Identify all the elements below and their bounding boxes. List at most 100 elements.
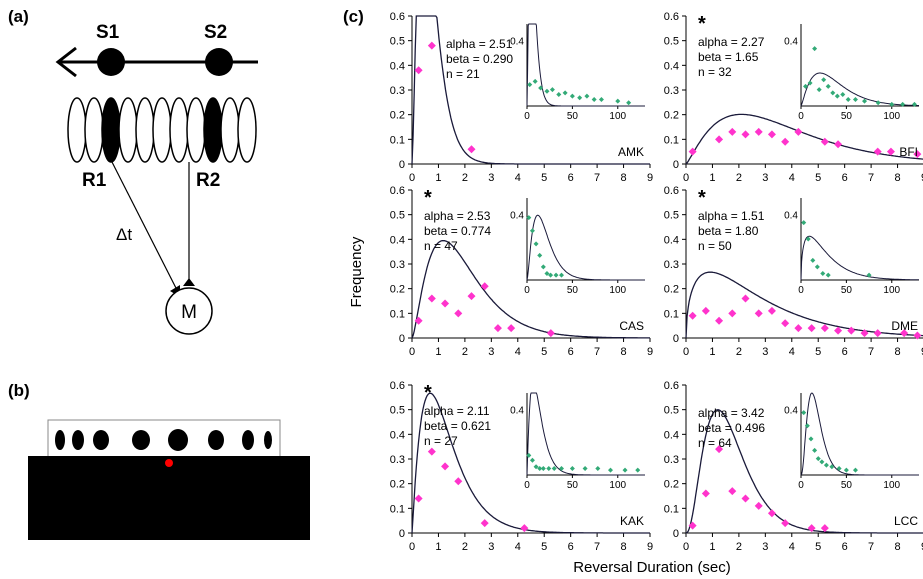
inset-data-point	[540, 264, 546, 270]
x-tick-label: 3	[762, 346, 768, 358]
x-tick-label: 3	[488, 541, 494, 553]
inset-x-tick-label: 100	[609, 285, 626, 296]
inset-data-point	[825, 272, 831, 278]
x-tick-label: 9	[921, 172, 923, 184]
x-tick-label: 0	[409, 541, 415, 553]
data-point	[834, 326, 843, 335]
inset-data-point	[529, 228, 535, 234]
x-tick-label: 5	[541, 172, 547, 184]
motor-circle	[165, 287, 213, 335]
inset-data-point	[911, 101, 917, 107]
inset-x-tick-label: 0	[524, 285, 530, 296]
data-point	[754, 309, 763, 318]
receptor-1-active	[101, 97, 121, 163]
inset-data-point	[553, 272, 559, 278]
data-point	[741, 130, 750, 139]
x-tick-label: 7	[594, 541, 600, 553]
x-tick-label: 0	[409, 346, 415, 358]
data-point	[767, 130, 776, 139]
data-point	[741, 294, 750, 303]
inset-x-tick-label: 50	[841, 285, 853, 296]
subplot-amk: 0 0.1 0.2 0.3 0.4 0.5 0.6 0 1 2 3 4 5 6 7 8 9 alpha = 2.5…	[390, 11, 653, 184]
data-point	[913, 331, 922, 340]
inset-data-point	[804, 423, 810, 429]
x-tick-label: 9	[647, 346, 653, 358]
inset-data-point	[845, 96, 851, 102]
inset-y-tick-label: 0.4	[784, 36, 798, 47]
data-point	[715, 135, 724, 144]
inset-data-point	[551, 465, 557, 471]
data-point	[467, 145, 476, 154]
inset-data-point	[577, 95, 583, 101]
inset-fit-curve	[800, 392, 919, 476]
y-tick-label: 0.6	[664, 185, 679, 197]
data-point	[701, 306, 710, 315]
inset-x-tick-label: 100	[609, 111, 626, 122]
y-tick-label: 0.6	[390, 380, 405, 392]
inset-x-tick-label: 50	[841, 111, 853, 122]
y-tick-label: 0.1	[390, 134, 405, 146]
worm-segment	[72, 430, 84, 450]
subplot-kak: 0 0.1 0.2 0.3 0.4 0.5 0.6 0 1 2 3 4 5 6 7 8 9 *alpha = 2.…	[390, 380, 653, 553]
data-point	[834, 140, 843, 149]
x-tick-label: 3	[762, 172, 768, 184]
y-tick-label: 0.4	[664, 234, 679, 246]
x-tick-label: 5	[541, 346, 547, 358]
inset-y-tick-label: 0.4	[510, 405, 524, 416]
x-tick-label: 0	[409, 172, 415, 184]
fit-stat: n = 47	[424, 239, 458, 253]
panel-c: (c) Frequency Reversal Duration (sec) 00…	[343, 7, 923, 576]
inset-data-point	[819, 459, 825, 465]
receptor	[67, 97, 87, 163]
x-tick-label: 3	[488, 172, 494, 184]
inset-data-point	[540, 465, 546, 471]
inset-data-point	[829, 464, 835, 470]
y-tick-label: 0	[399, 333, 405, 345]
inset-data-point	[823, 462, 829, 468]
y-tick-label: 0.3	[664, 454, 679, 466]
x-tick-label: 9	[647, 541, 653, 553]
receptor	[220, 97, 240, 163]
inset-data-point	[558, 465, 564, 471]
inset-data-point	[529, 457, 535, 463]
inset-data-point	[595, 465, 601, 471]
inset-data-point	[812, 46, 818, 52]
data-point	[493, 324, 502, 333]
data-point	[913, 150, 922, 159]
data-point	[688, 521, 697, 530]
worm-segment	[208, 430, 224, 450]
y-tick-label: 0.5	[390, 210, 405, 222]
inset-data-point	[816, 87, 822, 93]
chamber-outline	[47, 419, 281, 459]
worm-segment	[242, 430, 254, 450]
inset-x-tick-label: 100	[883, 285, 900, 296]
inset-data-point	[537, 465, 543, 471]
receptor-1-label: R1	[82, 170, 107, 191]
fit-stat: n = 32	[698, 65, 732, 79]
inset-data-point	[830, 90, 836, 96]
y-tick-label: 0.2	[664, 110, 679, 122]
inset-data-point	[598, 96, 604, 102]
y-tick-label: 0.6	[664, 380, 679, 392]
data-point	[701, 489, 710, 498]
sensor-1-label: S1	[96, 22, 120, 43]
inset-data-point	[562, 90, 568, 96]
subplots: 0 0.1 0.2 0.3 0.4 0.5 0.6 0 1 2 3 4 5 6 7 8 9 alpha = 2.5…	[390, 11, 923, 553]
inset-data-point	[834, 93, 840, 99]
x-tick-label: 0	[683, 541, 689, 553]
inset-y-tick-label: 0.4	[784, 405, 798, 416]
fit-stat: beta = 0.290	[446, 52, 513, 66]
x-tick-label: 6	[568, 346, 574, 358]
data-point	[441, 299, 450, 308]
panel-b: (b)	[8, 381, 310, 540]
y-tick-label: 0.2	[664, 284, 679, 296]
inset-dme: 0.4 0 50 100	[784, 192, 923, 296]
inset-data-point	[803, 83, 809, 89]
x-tick-label: 6	[842, 346, 848, 358]
sensor-1-dot	[97, 48, 125, 76]
data-point	[754, 127, 763, 136]
x-tick-label: 9	[647, 172, 653, 184]
y-tick-label: 0.5	[664, 36, 679, 48]
inset-data-point	[533, 464, 539, 470]
x-tick-label: 2	[462, 172, 468, 184]
